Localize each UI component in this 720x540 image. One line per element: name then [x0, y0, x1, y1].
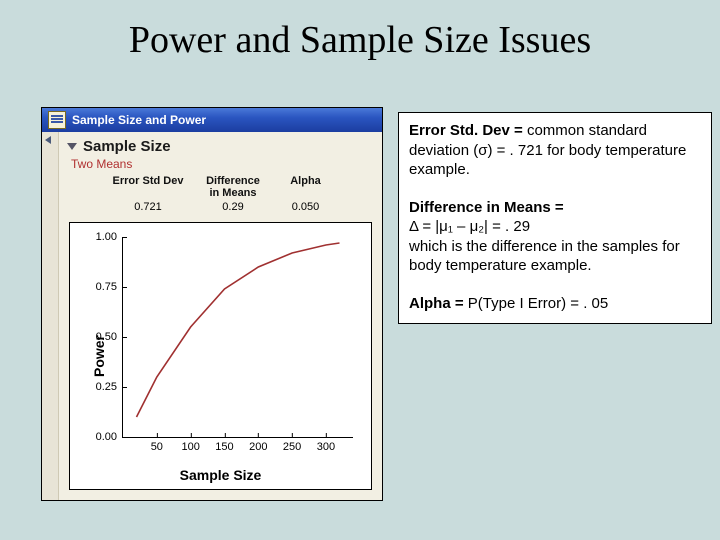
explain-alpha: Alpha = P(Type I Error) = . 05 — [409, 294, 701, 314]
param-header: Difference in Means — [191, 175, 276, 199]
y-tick: 0.50 — [96, 331, 123, 343]
section-header[interactable]: Sample Size — [67, 138, 374, 155]
params-table: Error Std Dev Difference in Means Alpha … — [67, 175, 374, 213]
app-window: Sample Size and Power Sample Size Two Me… — [42, 108, 382, 500]
disclosure-triangle-icon[interactable] — [67, 143, 77, 150]
power-curve-plot: 0.000.250.500.751.0050100150200250300 — [122, 237, 353, 438]
explain-error-std-dev: Error Std. Dev = common standard deviati… — [409, 121, 701, 180]
titlebar: Sample Size and Power — [42, 108, 382, 132]
back-arrow-icon[interactable] — [45, 136, 51, 144]
section-title: Sample Size — [83, 138, 171, 155]
section-subtitle: Two Means — [71, 157, 374, 171]
y-tick: 0.25 — [96, 381, 123, 393]
x-axis-label: Sample Size — [70, 467, 371, 483]
x-tick: 50 — [151, 437, 163, 453]
x-tick: 250 — [283, 437, 301, 453]
y-tick: 0.75 — [96, 281, 123, 293]
power-curve-svg — [123, 237, 353, 437]
explanation-box: Error Std. Dev = common standard deviati… — [398, 112, 712, 324]
param-value: 0.721 — [106, 201, 191, 213]
content-pane: Sample Size Two Means Error Std Dev Diff… — [59, 132, 382, 500]
chart-container: Power Sample Size 0.000.250.500.751.0050… — [69, 222, 372, 490]
explain-difference: Difference in Means = Δ = |μ₁ – μ₂| = . … — [409, 198, 701, 276]
y-tick: 0.00 — [96, 431, 123, 443]
document-icon — [48, 111, 66, 129]
x-tick: 300 — [317, 437, 335, 453]
param-header: Alpha — [276, 175, 336, 199]
param-header: Error Std Dev — [106, 175, 191, 199]
y-tick: 1.00 — [96, 231, 123, 243]
x-tick: 150 — [215, 437, 233, 453]
window-title: Sample Size and Power — [72, 113, 206, 127]
page-title: Power and Sample Size Issues — [0, 18, 720, 62]
power-curve-line — [137, 243, 340, 417]
sidebar-gutter — [42, 132, 59, 500]
x-tick: 100 — [181, 437, 199, 453]
param-value: 0.29 — [191, 201, 276, 213]
param-value: 0.050 — [276, 201, 336, 213]
x-tick: 200 — [249, 437, 267, 453]
